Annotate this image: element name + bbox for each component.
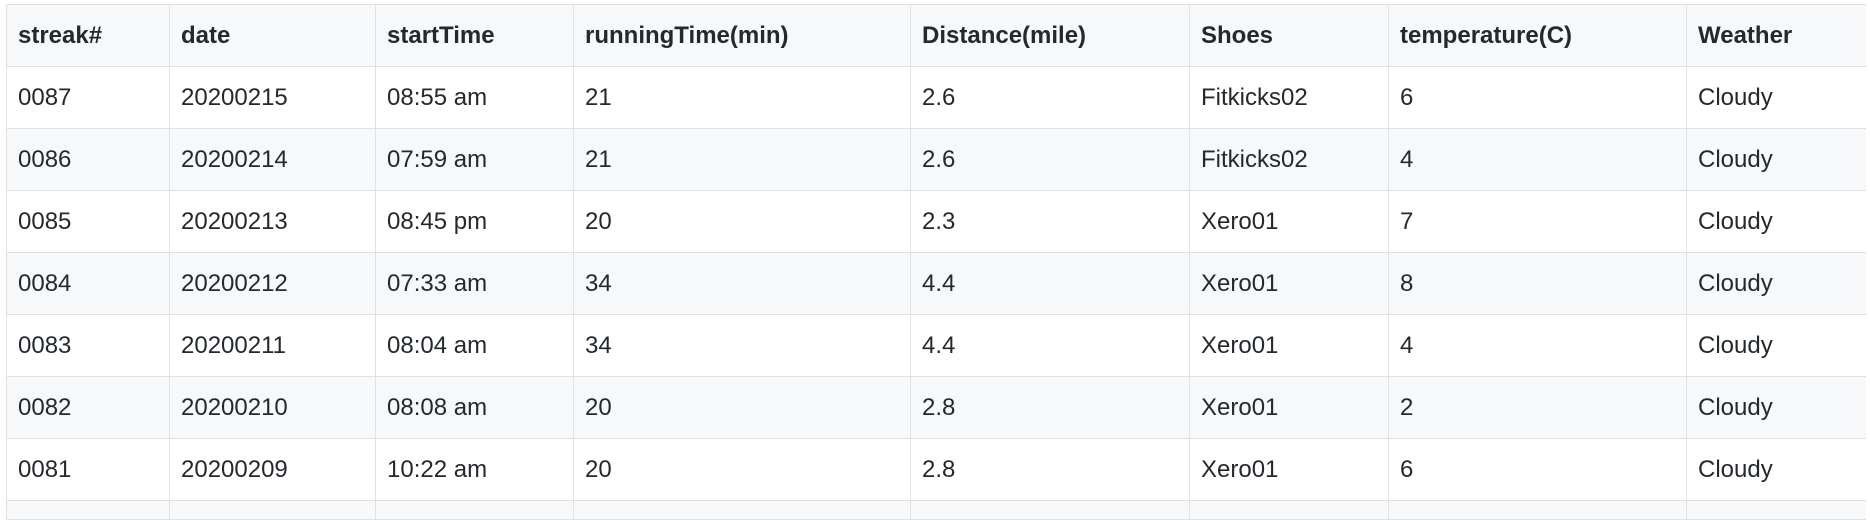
table-row: 0082 20200210 08:08 am 20 2.8 Xero01 2 Cloudy — [6, 376, 1866, 439]
date-cell: 20200210 — [169, 376, 376, 439]
shoes-cell: Fitkicks02 — [1189, 66, 1389, 129]
column-header-distance: Distance(mile) — [910, 4, 1190, 67]
temperature-cell: 6 — [1388, 438, 1687, 501]
streak-cell — [6, 500, 170, 520]
table-body: 0087 20200215 08:55 am 21 2.6 Fitkicks02 6 Clou… — [6, 66, 1866, 520]
shoes-cell: Xero01 — [1189, 438, 1389, 501]
start-time-cell: 07:33 am — [375, 252, 574, 315]
weather-cell: Cloudy — [1686, 66, 1866, 129]
shoes-cell — [1189, 500, 1389, 520]
streak-cell: 0083 — [6, 314, 170, 377]
date-cell: 20200213 — [169, 190, 376, 253]
distance-cell: 2.8 — [910, 438, 1190, 501]
weather-cell — [1686, 500, 1866, 520]
start-time-cell: 08:45 pm — [375, 190, 574, 253]
date-cell — [169, 500, 376, 520]
column-header-shoes: Shoes — [1189, 4, 1389, 67]
weather-cell: Cloudy — [1686, 252, 1866, 315]
shoes-cell: Xero01 — [1189, 252, 1389, 315]
table-header: streak# date startTime runningTime(min) … — [6, 4, 1866, 67]
table-row: 0083 20200211 08:04 am 34 4.4 Xero01 4 Cloudy — [6, 314, 1866, 377]
table-row: 0085 20200213 08:45 pm 20 2.3 Xero01 7 Cloudy — [6, 190, 1866, 253]
table-row: 0081 20200209 10:22 am 20 2.8 Xero01 6 Cloudy — [6, 438, 1866, 501]
date-cell: 20200212 — [169, 252, 376, 315]
shoes-cell: Xero01 — [1189, 314, 1389, 377]
distance-cell: 2.8 — [910, 376, 1190, 439]
weather-cell: Cloudy — [1686, 190, 1866, 253]
running-log-table: streak# date startTime runningTime(min) … — [6, 4, 1866, 520]
running-time-cell — [573, 500, 911, 520]
table-row: 0086 20200214 07:59 am 21 2.6 Fitkicks02 4 Clou… — [6, 128, 1866, 191]
streak-cell: 0087 — [6, 66, 170, 129]
weather-cell: Cloudy — [1686, 376, 1866, 439]
date-cell: 20200211 — [169, 314, 376, 377]
weather-cell: Cloudy — [1686, 128, 1866, 191]
running-time-cell: 20 — [573, 376, 911, 439]
temperature-cell: 7 — [1388, 190, 1687, 253]
start-time-cell: 08:55 am — [375, 66, 574, 129]
date-cell: 20200214 — [169, 128, 376, 191]
temperature-cell — [1388, 500, 1687, 520]
shoes-cell: Xero01 — [1189, 190, 1389, 253]
distance-cell: 2.6 — [910, 128, 1190, 191]
running-log-table-container: streak# date startTime runningTime(min) … — [6, 4, 1866, 520]
column-header-streak: streak# — [6, 4, 170, 67]
start-time-cell: 08:08 am — [375, 376, 574, 439]
column-header-date: date — [169, 4, 376, 67]
column-header-temperature: temperature(C) — [1388, 4, 1687, 67]
distance-cell: 2.3 — [910, 190, 1190, 253]
date-cell: 20200215 — [169, 66, 376, 129]
column-header-weather: Weather — [1686, 4, 1866, 67]
shoes-cell: Xero01 — [1189, 376, 1389, 439]
table-row-partial — [6, 500, 1866, 520]
weather-cell: Cloudy — [1686, 438, 1866, 501]
temperature-cell: 4 — [1388, 314, 1687, 377]
running-time-cell: 34 — [573, 314, 911, 377]
table-row: 0087 20200215 08:55 am 21 2.6 Fitkicks02 6 Clou… — [6, 66, 1866, 129]
temperature-cell: 8 — [1388, 252, 1687, 315]
date-cell: 20200209 — [169, 438, 376, 501]
table-row: 0084 20200212 07:33 am 34 4.4 Xero01 8 Cloudy — [6, 252, 1866, 315]
header-row: streak# date startTime runningTime(min) … — [6, 4, 1866, 67]
running-time-cell: 34 — [573, 252, 911, 315]
running-time-cell: 21 — [573, 128, 911, 191]
temperature-cell: 2 — [1388, 376, 1687, 439]
running-time-cell: 20 — [573, 190, 911, 253]
temperature-cell: 6 — [1388, 66, 1687, 129]
distance-cell: 4.4 — [910, 314, 1190, 377]
streak-cell: 0084 — [6, 252, 170, 315]
column-header-running-time: runningTime(min) — [573, 4, 911, 67]
streak-cell: 0086 — [6, 128, 170, 191]
streak-cell: 0085 — [6, 190, 170, 253]
temperature-cell: 4 — [1388, 128, 1687, 191]
streak-cell: 0082 — [6, 376, 170, 439]
start-time-cell: 08:04 am — [375, 314, 574, 377]
distance-cell — [910, 500, 1190, 520]
shoes-cell: Fitkicks02 — [1189, 128, 1389, 191]
running-time-cell: 20 — [573, 438, 911, 501]
distance-cell: 2.6 — [910, 66, 1190, 129]
start-time-cell — [375, 500, 574, 520]
start-time-cell: 10:22 am — [375, 438, 574, 501]
running-time-cell: 21 — [573, 66, 911, 129]
distance-cell: 4.4 — [910, 252, 1190, 315]
column-header-start-time: startTime — [375, 4, 574, 67]
streak-cell: 0081 — [6, 438, 170, 501]
start-time-cell: 07:59 am — [375, 128, 574, 191]
weather-cell: Cloudy — [1686, 314, 1866, 377]
